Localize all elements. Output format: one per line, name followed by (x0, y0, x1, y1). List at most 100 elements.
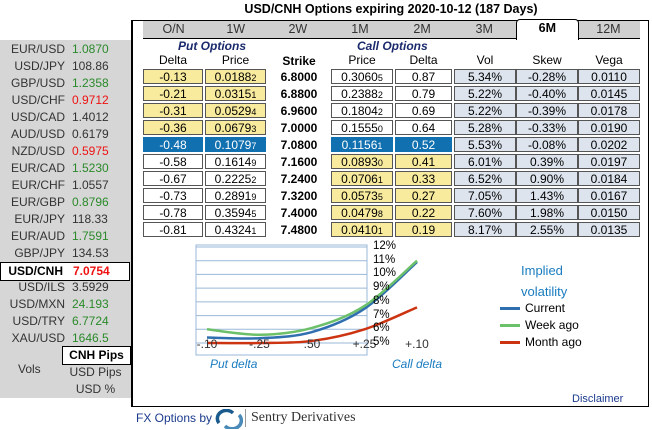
call-delta-cell[interactable]: 0.79 (395, 86, 452, 101)
skew-cell[interactable]: 1.43% (516, 188, 578, 203)
call-price-cell[interactable]: 0.23882 (331, 86, 393, 101)
call-delta-cell[interactable]: 0.22 (395, 205, 452, 220)
call-delta-cell[interactable]: 0.69 (395, 103, 452, 118)
quote-row-nzd-usd[interactable]: NZD/USD 0.5975 (0, 143, 131, 160)
vega-cell[interactable]: 0.0197 (578, 154, 640, 169)
vega-cell[interactable]: 0.0135 (578, 222, 640, 237)
put-price-cell[interactable]: 0.16149 (205, 154, 266, 169)
tab-3m[interactable]: 3M (475, 22, 493, 36)
call-price-cell[interactable]: 0.07061 (331, 171, 393, 186)
call-price-cell[interactable]: 0.18042 (331, 103, 393, 118)
unit-option-usd-pips[interactable]: USD Pips (69, 365, 122, 379)
call-price-cell[interactable]: 0.04798 (331, 205, 393, 220)
put-price-cell[interactable]: 0.28919 (205, 188, 266, 203)
tab-1m[interactable]: 1M (351, 22, 369, 36)
quote-row-eur-usd[interactable]: EUR/USD 1.0870 (0, 41, 131, 58)
put-price-cell[interactable]: 0.01882 (205, 69, 266, 84)
vega-cell[interactable]: 0.0110 (578, 69, 640, 84)
quote-row-gbp-jpy[interactable]: GBP/JPY 134.53 (0, 245, 131, 262)
call-delta-cell[interactable]: 0.64 (395, 120, 452, 135)
vega-cell[interactable]: 0.0184 (578, 171, 640, 186)
skew-cell[interactable]: 2.55% (516, 222, 578, 237)
put-delta-cell[interactable]: -0.31 (143, 103, 203, 118)
vol-cell[interactable]: 5.22% (454, 103, 516, 118)
quote-row-aud-usd[interactable]: AUD/USD 0.6179 (0, 126, 131, 143)
put-delta-cell[interactable]: -0.48 (143, 137, 203, 152)
vol-cell[interactable]: 5.34% (454, 69, 516, 84)
tab-1w[interactable]: 1W (226, 22, 246, 36)
put-delta-cell[interactable]: -0.21 (143, 86, 203, 101)
vol-cell[interactable]: 8.17% (454, 222, 516, 237)
skew-cell[interactable]: -0.40% (516, 86, 578, 101)
call-price-cell[interactable]: 0.11561 (331, 137, 393, 152)
vega-cell[interactable]: 0.0167 (578, 188, 640, 203)
put-delta-cell[interactable]: -0.13 (143, 69, 203, 84)
vega-cell[interactable]: 0.0178 (578, 103, 640, 118)
vega-cell[interactable]: 0.0145 (578, 86, 640, 101)
quote-row-usd-mxn[interactable]: USD/MXN 24.193 (0, 296, 131, 313)
quote-row-usd-cad[interactable]: USD/CAD 1.4012 (0, 109, 131, 126)
vol-cell[interactable]: 6.01% (454, 154, 516, 169)
skew-cell[interactable]: 0.90% (516, 171, 578, 186)
put-delta-cell[interactable]: -0.81 (143, 222, 203, 237)
skew-cell[interactable]: -0.08% (516, 137, 578, 152)
quote-row-eur-cad[interactable]: EUR/CAD 1.5230 (0, 160, 131, 177)
footer-brand[interactable]: Sentry Derivatives (251, 410, 356, 425)
quote-row-usd-chf[interactable]: USD/CHF 0.9712 (0, 92, 131, 109)
tab-2w[interactable]: 2W (288, 22, 308, 36)
quote-row-gbp-usd[interactable]: GBP/USD 1.2358 (0, 75, 131, 92)
quote-row-usd-try[interactable]: USD/TRY 6.7724 (0, 313, 131, 330)
unit-option-cnh-pips[interactable]: CNH Pips (62, 346, 131, 365)
quote-row-eur-aud[interactable]: EUR/AUD 1.7591 (0, 228, 131, 245)
skew-cell[interactable]: -0.28% (516, 69, 578, 84)
call-price-cell[interactable]: 0.08930 (331, 154, 393, 169)
skew-cell[interactable]: -0.33% (516, 120, 578, 135)
tab-6m[interactable]: 6M (515, 19, 579, 40)
put-price-cell[interactable]: 0.10797 (205, 137, 266, 152)
put-delta-cell[interactable]: -0.67 (143, 171, 203, 186)
vol-cell[interactable]: 5.53% (454, 137, 516, 152)
vol-cell[interactable]: 6.52% (454, 171, 516, 186)
put-price-cell[interactable]: 0.43241 (205, 222, 266, 237)
quote-row-xau-usd[interactable]: XAU/USD 1646.5 (0, 330, 131, 347)
vol-cell[interactable]: 5.28% (454, 120, 516, 135)
call-price-cell[interactable]: 0.05735 (331, 188, 393, 203)
call-delta-cell[interactable]: 0.41 (395, 154, 452, 169)
tab-2m[interactable]: 2M (413, 22, 431, 36)
call-delta-cell[interactable]: 0.33 (395, 171, 452, 186)
skew-cell[interactable]: 1.98% (516, 205, 578, 220)
quote-row-usd-jpy[interactable]: USD/JPY 108.86 (0, 58, 131, 75)
put-price-cell[interactable]: 0.35945 (205, 205, 266, 220)
call-delta-cell[interactable]: 0.19 (395, 222, 452, 237)
put-price-cell[interactable]: 0.05294 (205, 103, 266, 118)
call-price-cell[interactable]: 0.30605 (331, 69, 393, 84)
put-delta-cell[interactable]: -0.58 (143, 154, 203, 169)
call-price-cell[interactable]: 0.15550 (331, 120, 393, 135)
tab-on[interactable]: O/N (162, 22, 185, 36)
unit-option-usd-pct[interactable]: USD % (75, 382, 116, 396)
put-price-cell[interactable]: 0.22252 (205, 171, 266, 186)
vega-cell[interactable]: 0.0190 (578, 120, 640, 135)
vol-cell[interactable]: 5.22% (454, 86, 516, 101)
put-price-cell[interactable]: 0.06793 (205, 120, 266, 135)
skew-cell[interactable]: 0.39% (516, 154, 578, 169)
call-price-cell[interactable]: 0.04101 (331, 222, 393, 237)
put-delta-cell[interactable]: -0.36 (143, 120, 203, 135)
quote-row-eur-jpy[interactable]: EUR/JPY 118.33 (0, 211, 131, 228)
skew-cell[interactable]: -0.39% (516, 103, 578, 118)
quote-row-usd-ils[interactable]: USD/ILS 3.5929 (0, 279, 131, 296)
tab-12m[interactable]: 12M (596, 22, 621, 36)
call-delta-cell[interactable]: 0.52 (395, 137, 452, 152)
put-price-cell[interactable]: 0.03151 (205, 86, 266, 101)
vol-cell[interactable]: 7.60% (454, 205, 516, 220)
vol-cell[interactable]: 7.05% (454, 188, 516, 203)
put-delta-cell[interactable]: -0.73 (143, 188, 203, 203)
call-delta-cell[interactable]: 0.87 (395, 69, 452, 84)
vega-cell[interactable]: 0.0150 (578, 205, 640, 220)
quote-row-usd-cnh[interactable]: USD/CNH 7.0754 (0, 261, 130, 281)
vega-cell[interactable]: 0.0202 (578, 137, 640, 152)
quote-row-eur-gbp[interactable]: EUR/GBP 0.8796 (0, 194, 131, 211)
quote-row-eur-chf[interactable]: EUR/CHF 1.0557 (0, 177, 131, 194)
disclaimer-link[interactable]: Disclaimer (572, 393, 624, 405)
call-delta-cell[interactable]: 0.27 (395, 188, 452, 203)
